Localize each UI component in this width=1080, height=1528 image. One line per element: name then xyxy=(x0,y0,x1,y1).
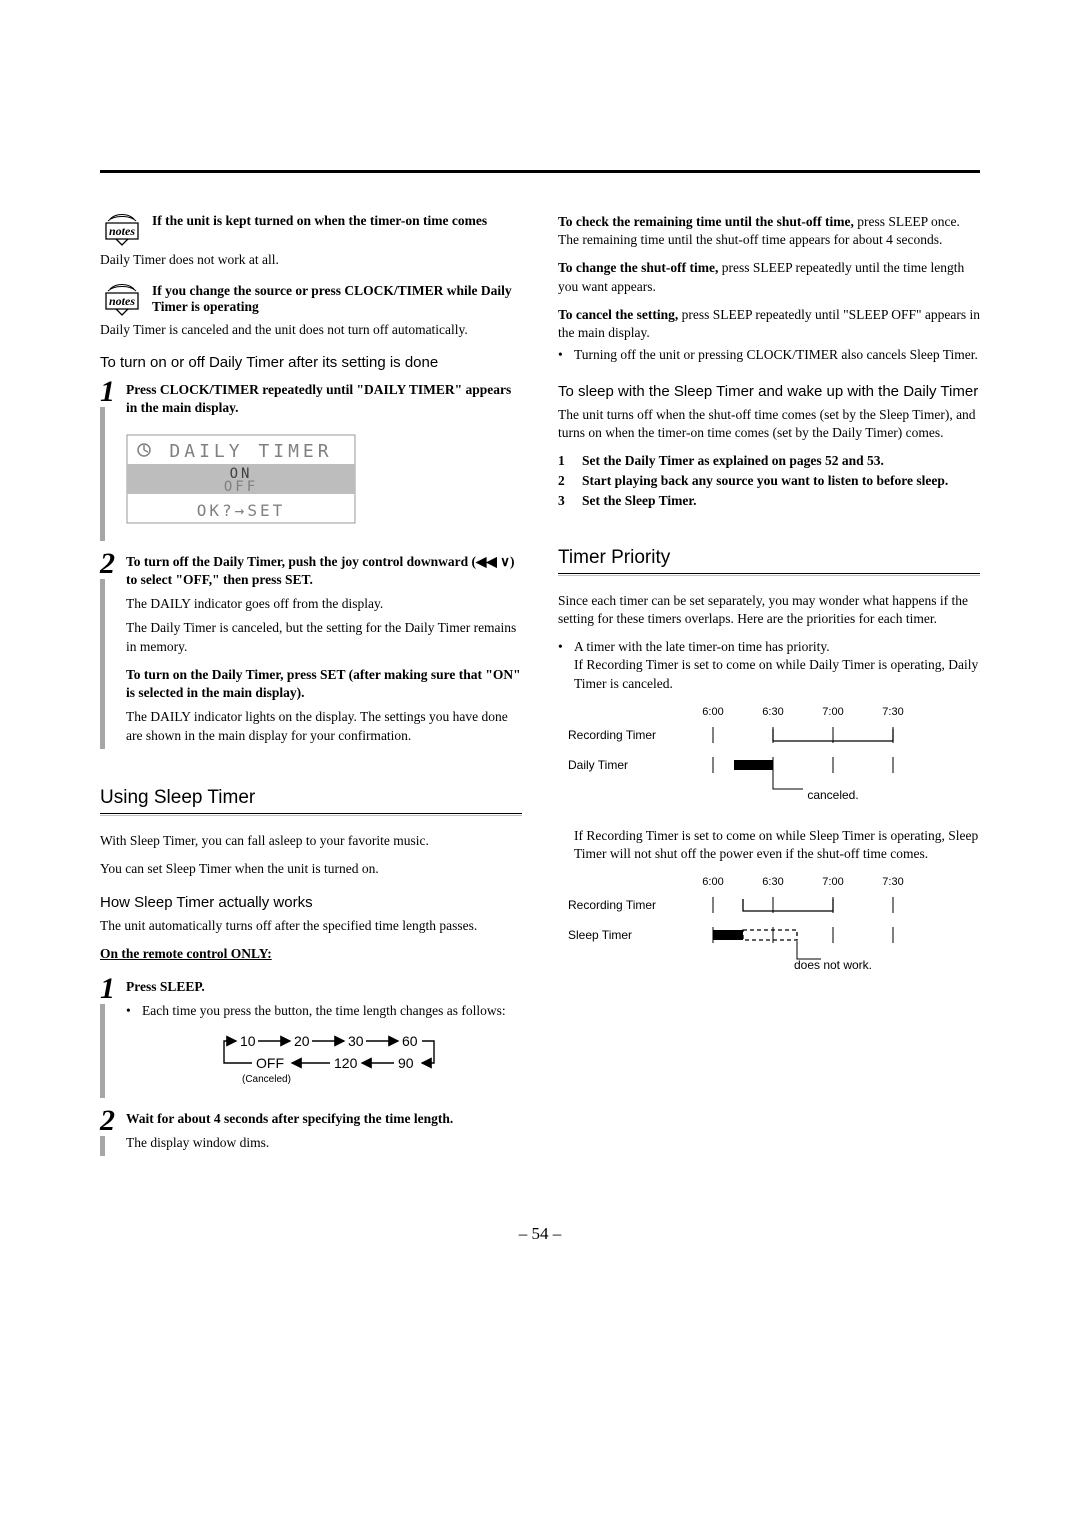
svg-text:7:00: 7:00 xyxy=(822,876,843,888)
heading-rule xyxy=(100,813,522,814)
step-2-p2: The Daily Timer is canceled, but the set… xyxy=(126,619,522,655)
sleep-p3: The unit automatically turns off after t… xyxy=(100,917,522,935)
step-1-text: Press CLOCK/TIMER repeatedly until "DAIL… xyxy=(126,381,522,417)
top-rule xyxy=(100,170,980,173)
svg-text:6:30: 6:30 xyxy=(762,876,783,888)
svg-text:(Canceled): (Canceled) xyxy=(242,1074,291,1085)
priority-p1: Since each timer can be set separately, … xyxy=(558,592,980,628)
svg-text:20: 20 xyxy=(294,1033,310,1049)
subheading-combo: To sleep with the Sleep Timer and wake u… xyxy=(558,383,980,400)
heading-sleep-timer: Using Sleep Timer xyxy=(100,787,522,809)
step-bar xyxy=(100,407,105,541)
svg-text:DAILY TIMER: DAILY TIMER xyxy=(169,441,332,462)
cancel-bullet: •Turning off the unit or pressing CLOCK/… xyxy=(558,346,980,364)
ol-3: 3Set the Sleep Timer. xyxy=(558,492,980,510)
step-2-p4: The DAILY indicator lights on the displa… xyxy=(126,708,522,744)
notes-icon: notes xyxy=(100,213,144,247)
note-1: notes If the unit is kept turned on when… xyxy=(100,213,522,247)
svg-text:7:00: 7:00 xyxy=(822,706,843,718)
svg-text:120: 120 xyxy=(334,1055,358,1071)
step-bar xyxy=(100,1004,105,1098)
note-2: notes If you change the source or press … xyxy=(100,283,522,317)
svg-text:does not work.: does not work. xyxy=(794,958,872,972)
svg-text:Sleep Timer: Sleep Timer xyxy=(568,928,632,942)
step-1: 1 Press CLOCK/TIMER repeatedly until "DA… xyxy=(100,377,522,543)
note-2-title: If you change the source or press CLOCK/… xyxy=(152,283,522,317)
svg-text:7:30: 7:30 xyxy=(882,876,903,888)
sleep-step-1-bold: Press SLEEP. xyxy=(126,978,522,996)
svg-text:Recording Timer: Recording Timer xyxy=(568,898,656,912)
svg-text:6:00: 6:00 xyxy=(702,876,723,888)
step-bar xyxy=(100,579,105,749)
change-shutoff: To change the shut-off time, press SLEEP… xyxy=(558,259,980,295)
svg-text:60: 60 xyxy=(402,1033,418,1049)
sleep-step-1: 1 Press SLEEP. •Each time you press the … xyxy=(100,974,522,1100)
heading-timer-priority: Timer Priority xyxy=(558,547,980,569)
page-number: – 54 – xyxy=(100,1224,980,1244)
note-1-body: Daily Timer does not work at all. xyxy=(100,251,522,269)
check-remaining: To check the remaining time until the sh… xyxy=(558,213,980,249)
timer-diagram-2: 6:00 6:30 7:00 7:30 Recording Timer Sleep Tim… xyxy=(558,873,980,983)
step-bar xyxy=(100,1136,105,1156)
step-2-p1: The DAILY indicator goes off from the di… xyxy=(126,595,522,613)
note-1-title: If the unit is kept turned on when the t… xyxy=(152,213,487,230)
svg-text:Recording Timer: Recording Timer xyxy=(568,728,656,742)
timer-diagram-1: 6:00 6:30 7:00 7:30 Recording Timer Daily Tim… xyxy=(558,703,980,813)
priority-p2: If Recording Timer is set to come on whi… xyxy=(574,827,980,863)
note-2-body: Daily Timer is canceled and the unit doe… xyxy=(100,321,522,339)
step-2: 2 To turn off the Daily Timer, push the … xyxy=(100,549,522,751)
sleep-p2: You can set Sleep Timer when the unit is… xyxy=(100,860,522,878)
svg-text:30: 30 xyxy=(348,1033,364,1049)
step-2-p3-bold: To turn on the Daily Timer, press SET (a… xyxy=(126,667,521,700)
svg-text:canceled.: canceled. xyxy=(807,788,858,802)
sleep-cycle-diagram: 10 20 30 60 OFF 120 90 xyxy=(194,1030,454,1086)
subheading-toggle-daily: To turn on or off Daily Timer after its … xyxy=(100,354,522,371)
sleep-step-2-p: The display window dims. xyxy=(126,1134,522,1152)
svg-text:notes: notes xyxy=(109,294,135,308)
ol-2: 2Start playing back any source you want … xyxy=(558,472,980,490)
subheading-how-sleep-works: How Sleep Timer actually works xyxy=(100,894,522,911)
cancel-setting: To cancel the setting, press SLEEP repea… xyxy=(558,306,980,342)
sleep-step-2: 2 Wait for about 4 seconds after specify… xyxy=(100,1106,522,1158)
svg-text:10: 10 xyxy=(240,1033,256,1049)
svg-text:OFF: OFF xyxy=(224,479,258,495)
left-column: notes If the unit is kept turned on when… xyxy=(100,213,522,1164)
svg-text:7:30: 7:30 xyxy=(882,706,903,718)
heading-rule xyxy=(558,573,980,574)
svg-text:Daily Timer: Daily Timer xyxy=(568,758,628,772)
svg-text:OK?→SET: OK?→SET xyxy=(197,501,285,520)
sleep-step-2-bold: Wait for about 4 seconds after specifyin… xyxy=(126,1110,522,1128)
svg-text:6:00: 6:00 xyxy=(702,706,723,718)
combo-p: The unit turns off when the shut-off tim… xyxy=(558,406,980,442)
priority-bullet-1: • A timer with the late timer-on time ha… xyxy=(558,638,980,693)
notes-icon: notes xyxy=(100,283,144,317)
remote-only: On the remote control ONLY: xyxy=(100,945,522,963)
step-2-bold: To turn off the Daily Timer, push the jo… xyxy=(126,553,522,589)
sleep-step-1-bullet: Each time you press the button, the time… xyxy=(142,1002,506,1020)
svg-text:90: 90 xyxy=(398,1055,414,1071)
lcd-display: DAILY TIMER ON OFF OK?→SET xyxy=(126,434,356,524)
right-column: To check the remaining time until the sh… xyxy=(558,213,980,1164)
svg-text:6:30: 6:30 xyxy=(762,706,783,718)
svg-text:OFF: OFF xyxy=(256,1055,284,1071)
ol-1: 1Set the Daily Timer as explained on pag… xyxy=(558,452,980,470)
svg-text:notes: notes xyxy=(109,224,135,238)
sleep-p1: With Sleep Timer, you can fall asleep to… xyxy=(100,832,522,850)
